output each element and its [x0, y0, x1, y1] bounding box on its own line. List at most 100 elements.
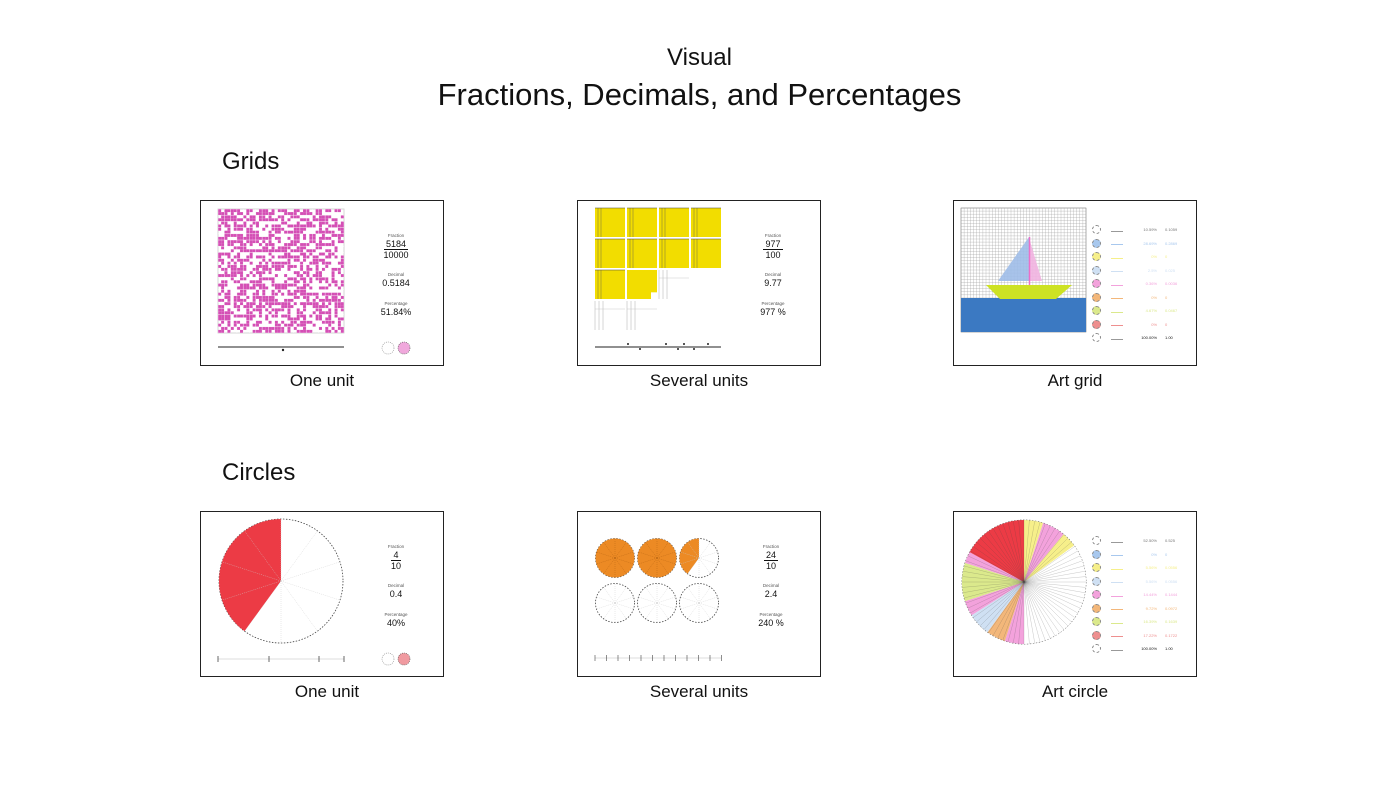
- grid-cell-filled: [258, 286, 263, 290]
- grid-cell-filled: [337, 227, 341, 231]
- grid-cell-filled: [218, 224, 222, 228]
- art-circle-slice-line: [1023, 576, 1086, 583]
- grid-cell-filled: [306, 243, 310, 247]
- caption-art-circle: Art circle: [1041, 682, 1109, 701]
- color-swatch: [397, 341, 411, 355]
- grid-cell-filled: [334, 308, 338, 312]
- grid-cell-filled: [255, 240, 259, 244]
- grid-cell-filled: [312, 258, 316, 262]
- grid-cell-filled: [255, 280, 259, 284]
- art-circle-slice-line: [1023, 581, 1056, 636]
- grid-cell-filled: [315, 258, 319, 262]
- card-circle-one-unit[interactable]: Fraction 4 10 Decimal 0.4 Percentage 40%: [200, 511, 444, 677]
- card-grid-several-units[interactable]: Fraction 977 100 Decimal 9.77 Percentage…: [577, 200, 821, 366]
- card-art-circle[interactable]: 52.50% 0.525 0% 0 5.56% 0.0556 5.56% 0.0556 14.4…: [953, 511, 1197, 677]
- number-line-marker: [281, 348, 285, 352]
- grid-cell-filled: [328, 243, 332, 247]
- card-grid-one-unit[interactable]: Fraction 5184 10000 Decimal 0.5184 Perce…: [200, 200, 444, 366]
- grid-cell-filled: [287, 308, 291, 312]
- art-circle-slice-line: [1023, 528, 1056, 583]
- grid-cell-filled: [309, 240, 313, 244]
- legend-percentage: 28.69%: [1143, 240, 1157, 246]
- grid-cell-filled: [303, 227, 307, 231]
- grid-cell-filled: [328, 283, 332, 287]
- legend-decimal: 0.1639: [1165, 619, 1178, 625]
- art-circle-slice-line: [1023, 555, 1081, 583]
- grid-cell-filled: [290, 283, 294, 287]
- legend-color-dot: [1092, 225, 1101, 235]
- grid-cell-filled: [252, 230, 256, 234]
- legend-fraction: [1107, 309, 1127, 313]
- grid-cell-filled: [221, 267, 225, 271]
- grid-cell-filled: [306, 209, 310, 213]
- grid-cell-filled: [315, 246, 319, 250]
- art-circle-slice-line: [1023, 542, 1072, 583]
- number-line-marker: [639, 348, 641, 350]
- grid-cell-filled: [262, 227, 266, 231]
- art-circle-slice-line: [1023, 581, 1060, 633]
- grid-cell-filled: [299, 246, 304, 250]
- grid-cell-filled: [296, 323, 300, 327]
- grid-cell-filled: [249, 286, 253, 290]
- grid-cell-filled: [331, 233, 335, 237]
- unit-square-filled: [659, 208, 689, 237]
- grid-cell-filled: [274, 292, 278, 296]
- art-circle-slice-line: [962, 576, 1025, 583]
- art-circle-slice-line: [965, 560, 1025, 583]
- grid-cell-filled: [277, 255, 281, 259]
- grid-cell-filled: [293, 283, 297, 287]
- denominator: 10: [390, 561, 401, 571]
- percentage-label: Percentage: [761, 301, 785, 306]
- grid-cell-filled: [325, 286, 329, 290]
- grid-cell-filled: [258, 298, 263, 302]
- grid-cell-filled: [287, 314, 291, 318]
- grid-cell-filled: [290, 317, 294, 321]
- grid-cell-filled: [277, 230, 281, 234]
- grid-cell-filled: [255, 212, 259, 216]
- grid-cell-filled: [312, 292, 316, 296]
- grid-cell-filled: [233, 298, 237, 302]
- grid-cell-filled: [233, 264, 237, 268]
- grid-cell-filled: [321, 236, 326, 240]
- grid-cell-filled: [240, 249, 244, 253]
- art-circle-slice-line: [1023, 581, 1075, 618]
- card-circle-several-units[interactable]: Fraction 24 10 Decimal 2.4 Percentage 24…: [577, 511, 821, 677]
- legend-row: 0% 0: [1092, 548, 1187, 562]
- grid-cell-filled: [277, 227, 281, 231]
- grid-cell-filled: [255, 267, 259, 271]
- grid-cell-filled: [318, 243, 322, 247]
- grid-cell-filled: [224, 280, 228, 284]
- grid-cell-filled: [290, 224, 294, 228]
- grid-cell-filled: [290, 240, 294, 244]
- grid-cell-filled: [340, 255, 344, 259]
- art-circle-slice-line: [1023, 581, 1086, 593]
- grid-cell-filled: [233, 261, 237, 265]
- grid-cell-filled: [293, 240, 297, 244]
- grid-cell-filled: [274, 302, 278, 306]
- percentage-label: Percentage: [384, 301, 408, 306]
- grid-cell-filled: [262, 246, 266, 250]
- grid-cell-filled: [255, 236, 259, 240]
- grid-cell-filled: [306, 249, 310, 253]
- grid-cell-filled: [325, 329, 329, 333]
- grid-cell-filled: [243, 221, 247, 225]
- circle-slice-line: [596, 602, 616, 610]
- grid-cell-filled: [233, 227, 237, 231]
- circle-slice-line: [698, 557, 711, 574]
- grid-cell-filled: [287, 283, 291, 287]
- grid-cell-filled: [299, 329, 304, 333]
- grid-cell-filled: [296, 209, 300, 213]
- grid-cell-filled: [224, 295, 228, 299]
- grid-cell-filled: [233, 240, 237, 244]
- grid-cell-filled: [325, 255, 329, 259]
- legend-decimal: 0.1722: [1165, 632, 1178, 638]
- grid-cell-filled: [340, 240, 344, 244]
- grid-cell-filled: [331, 243, 335, 247]
- grid-cell-filled: [262, 218, 266, 222]
- grid-cell-filled: [271, 280, 275, 284]
- grid-cell-filled: [252, 286, 256, 290]
- grid-cell-filled: [255, 255, 259, 259]
- card-art-grid[interactable]: 10.59% 0.1059 28.69% 0.2869 0% 0 2.5% 0.025 0.36…: [953, 200, 1197, 366]
- legend-percentage: 5.56%: [1145, 565, 1157, 571]
- grid-cell-filled: [265, 277, 269, 281]
